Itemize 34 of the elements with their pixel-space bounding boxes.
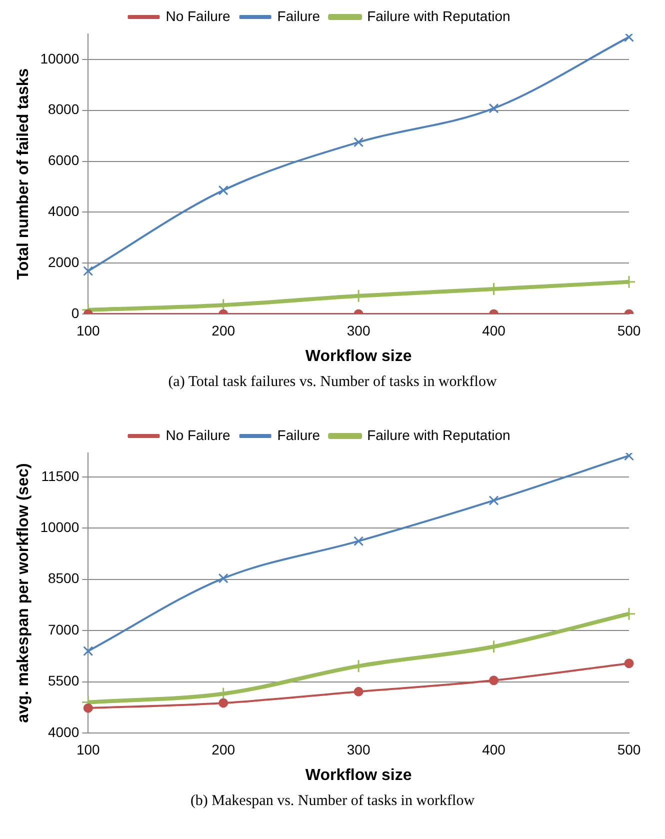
x-axis-title: Workflow size [305, 348, 412, 365]
y-tick-label: 10000 [40, 50, 80, 66]
legend-label: No Failure [166, 426, 231, 443]
y-tick-label: 0 [71, 304, 80, 321]
x-tick-label: 200 [212, 741, 236, 758]
legend-label: No Failure [166, 8, 231, 24]
x-tick-label: 100 [76, 322, 100, 338]
y-tick-label: 8500 [48, 570, 80, 586]
x-tick-label: 200 [212, 322, 236, 338]
x-axis-title: Workflow size [305, 766, 412, 784]
y-tick-label: 2000 [48, 254, 80, 270]
x-tick-label: 400 [482, 741, 506, 758]
x-tick-label: 300 [346, 322, 370, 338]
x-tick-label: 100 [76, 741, 100, 758]
x-tick-label: 500 [617, 322, 641, 338]
x-tick-label: 400 [482, 322, 506, 338]
y-tick-label: 5500 [48, 672, 80, 689]
legend-label: Failure [277, 426, 320, 443]
legend-label: Failure [277, 8, 320, 24]
y-tick-label: 8000 [48, 101, 80, 118]
legend-label: Failure with Reputation [367, 426, 510, 443]
y-tick-label: 6000 [48, 152, 80, 168]
y-tick-label: 10000 [40, 518, 80, 535]
y-tick-label: 11500 [41, 468, 80, 484]
text: (a) Total task failures vs. Number of tasks in workflow [167, 374, 498, 391]
legend-label: Failure with Reputation [367, 8, 510, 24]
y-axis-title: Total number of failed tasks [15, 68, 32, 280]
y-tick-label: 4000 [48, 203, 80, 220]
text: (b) Makespan vs. Number of tasks in workflow [189, 793, 476, 810]
x-tick-label: 300 [346, 741, 370, 758]
y-tick-label: 7000 [48, 621, 80, 638]
y-tick-label: 4000 [48, 724, 80, 740]
y-axis-title: avg. makespan per workflow (sec) [15, 463, 32, 723]
x-tick-label: 500 [617, 741, 641, 758]
